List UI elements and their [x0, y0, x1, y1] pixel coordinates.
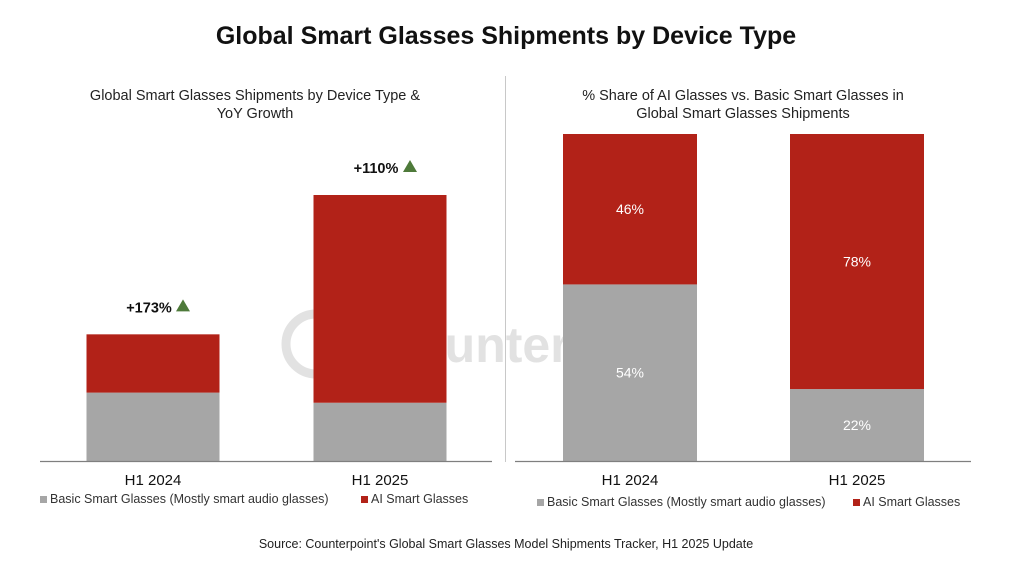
legend-label-basic: Basic Smart Glasses (Mostly smart audio …: [547, 495, 826, 509]
chart-2-bar-ai: [790, 134, 924, 390]
chart-2-title-line: Global Smart Glasses Shipments: [636, 106, 850, 122]
chart-2-data-label: 54%: [616, 365, 644, 381]
page-title: Global Smart Glasses Shipments by Device…: [215, 22, 797, 50]
chart-2-category-label: H1 2025: [829, 472, 886, 489]
growth-up-arrow-icon: [176, 299, 190, 312]
chart-1-title-line: YoY Growth: [217, 106, 294, 122]
chart-2-bar-basic: [790, 389, 924, 461]
chart-1-category-label: H1 2025: [352, 472, 409, 489]
chart-1-bar-basic: [313, 402, 447, 461]
chart-1-growth-label: +110%: [354, 161, 399, 177]
legend-swatch-ai: [361, 496, 368, 503]
chart-2-data-label: 78%: [843, 254, 871, 270]
legend-swatch-ai: [853, 499, 860, 506]
chart-1-bar-ai: [86, 334, 220, 393]
chart-1-bar-basic: [86, 392, 220, 461]
chart-1-growth-label: +173%: [126, 300, 172, 316]
legend-label-basic: Basic Smart Glasses (Mostly smart audio …: [50, 492, 329, 506]
chart-2-category-label: H1 2024: [602, 472, 659, 489]
legend-label-ai: AI Smart Glasses: [863, 495, 960, 509]
legend-swatch-basic: [40, 496, 47, 503]
source-note: Source: Counterpoint's Global Smart Glas…: [258, 537, 754, 551]
chart-2-title-line: % Share of AI Glasses vs. Basic Smart Gl…: [582, 88, 904, 104]
growth-up-arrow-icon: [403, 160, 417, 172]
panel-divider: [505, 76, 506, 462]
chart-1-category-label: H1 2024: [125, 472, 182, 489]
chart-1-title-line: Global Smart Glasses Shipments by Device…: [90, 88, 420, 104]
chart-1-bar-ai: [313, 195, 447, 403]
legend-swatch-basic: [537, 499, 544, 506]
chart-2-bar-ai: [563, 134, 697, 285]
chart-2-data-label: 46%: [616, 201, 644, 217]
chart-2-data-label: 22%: [843, 417, 871, 433]
legend-label-ai: AI Smart Glasses: [371, 492, 468, 506]
chart-2-bar-basic: [563, 284, 697, 461]
